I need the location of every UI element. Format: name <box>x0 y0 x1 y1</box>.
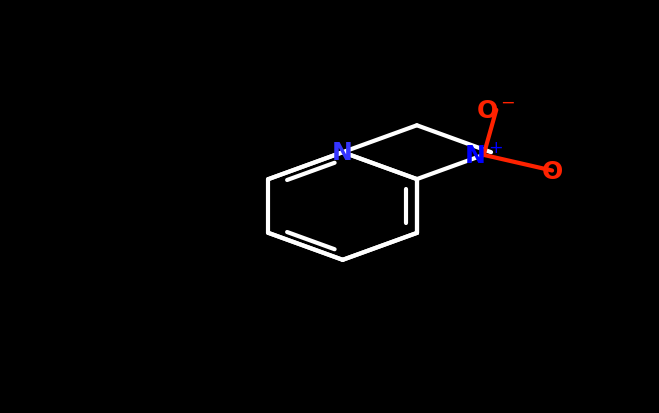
Text: N: N <box>332 141 353 165</box>
Text: N$^+$: N$^+$ <box>464 143 503 168</box>
Text: O: O <box>542 159 563 183</box>
Text: O$^-$: O$^-$ <box>476 99 516 123</box>
